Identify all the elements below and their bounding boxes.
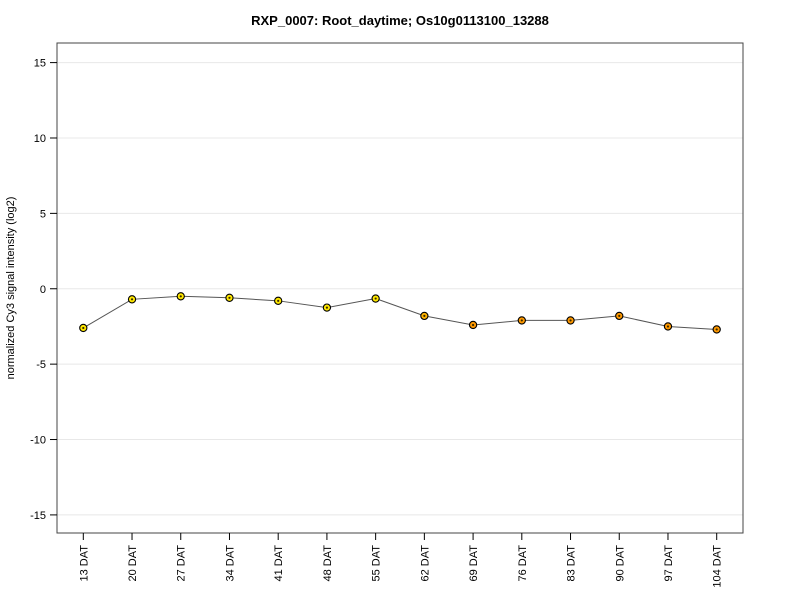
data-point-center bbox=[520, 319, 523, 322]
chart-title: RXP_0007: Root_daytime; Os10g0113100_132… bbox=[251, 13, 549, 28]
x-tick-label: 104 DAT bbox=[712, 545, 724, 588]
x-tick-label: 55 DAT bbox=[371, 545, 383, 582]
y-tick-label: -10 bbox=[30, 435, 46, 447]
y-tick-label: 5 bbox=[40, 208, 46, 220]
x-tick-label: 34 DAT bbox=[224, 545, 236, 582]
data-point-center bbox=[277, 299, 280, 302]
y-tick-label: 10 bbox=[34, 133, 46, 145]
series-line bbox=[83, 295, 717, 330]
series-layer bbox=[79, 292, 721, 334]
y-tick-label: 15 bbox=[34, 58, 46, 70]
y-tick-label: -5 bbox=[36, 359, 46, 371]
x-tick-label: 97 DAT bbox=[663, 545, 675, 582]
y-axis-title: normalized Cy3 signal intensity (log2) bbox=[5, 197, 17, 380]
x-tick-label: 48 DAT bbox=[322, 545, 334, 582]
x-tick-label: 13 DAT bbox=[78, 545, 90, 582]
data-point-center bbox=[715, 328, 718, 331]
y-tick-label: 0 bbox=[40, 284, 46, 296]
x-tick-label: 76 DAT bbox=[517, 545, 529, 582]
data-point-center bbox=[374, 297, 377, 300]
data-point-center bbox=[130, 298, 134, 301]
x-tick-label: 69 DAT bbox=[468, 545, 480, 582]
data-point-center bbox=[82, 326, 85, 330]
y-tick-label: -15 bbox=[30, 510, 46, 522]
axis-layer: -15 -10 -5 0 5 10 15 13 DAT 20 DAT 27 DAT 34 DAT 41… bbox=[30, 42, 744, 588]
x-tick-label: 90 DAT bbox=[614, 545, 626, 582]
data-point-center bbox=[471, 323, 475, 327]
data-point-center bbox=[423, 314, 426, 317]
x-tick-label: 20 DAT bbox=[127, 545, 139, 582]
x-tick-label: 83 DAT bbox=[566, 545, 578, 582]
x-tick-label: 62 DAT bbox=[419, 545, 431, 582]
x-tick-label: 27 DAT bbox=[176, 545, 188, 582]
data-point-center bbox=[666, 325, 670, 328]
grid-layer bbox=[57, 62, 743, 516]
data-point-center bbox=[325, 306, 329, 309]
data-point-center bbox=[179, 295, 182, 298]
plot-border bbox=[56, 42, 744, 534]
data-point-center bbox=[228, 296, 231, 299]
data-point-center bbox=[569, 319, 572, 322]
data-point-center bbox=[618, 314, 621, 317]
x-tick-label: 41 DAT bbox=[273, 545, 285, 582]
